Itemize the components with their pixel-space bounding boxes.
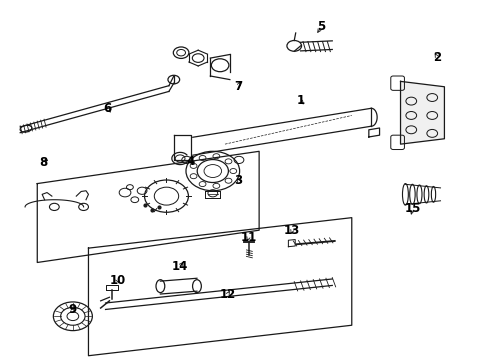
Polygon shape: [20, 86, 168, 133]
Text: 1: 1: [296, 94, 304, 107]
Polygon shape: [106, 285, 118, 290]
Text: 9: 9: [69, 303, 77, 316]
Text: 4: 4: [186, 155, 195, 168]
Text: 3: 3: [234, 174, 242, 187]
Text: 10: 10: [109, 274, 125, 287]
Polygon shape: [160, 278, 197, 294]
Text: 15: 15: [404, 202, 420, 215]
Text: 2: 2: [432, 51, 440, 64]
Polygon shape: [183, 108, 370, 157]
Polygon shape: [173, 135, 190, 160]
Polygon shape: [105, 279, 331, 310]
Text: 14: 14: [172, 260, 188, 273]
Polygon shape: [368, 128, 379, 137]
Text: 6: 6: [102, 102, 111, 115]
Polygon shape: [288, 239, 295, 247]
Polygon shape: [400, 81, 444, 144]
Text: 11: 11: [240, 231, 256, 244]
Text: 8: 8: [40, 156, 48, 168]
Text: 5: 5: [317, 20, 325, 33]
Text: 12: 12: [219, 288, 235, 301]
Text: 13: 13: [284, 224, 300, 237]
Text: 7: 7: [234, 80, 242, 93]
